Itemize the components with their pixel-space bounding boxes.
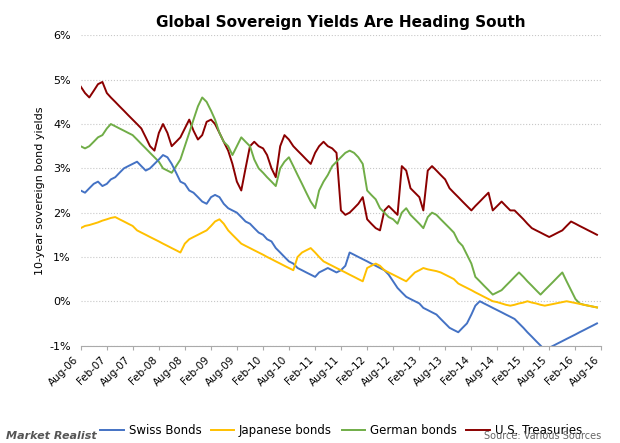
Line: Japanese bonds: Japanese bonds <box>81 217 597 307</box>
Text: Source: Various Sources: Source: Various Sources <box>484 431 601 441</box>
Y-axis label: 10-year sovereign bond yields: 10-year sovereign bond yields <box>35 106 45 275</box>
Line: Swiss Bonds: Swiss Bonds <box>81 155 597 350</box>
Title: Global Sovereign Yields Are Heading South: Global Sovereign Yields Are Heading Sout… <box>156 15 526 30</box>
Text: Market Realist: Market Realist <box>6 431 97 441</box>
Line: U.S. Treasuries: U.S. Treasuries <box>81 82 597 237</box>
Legend: Swiss Bonds, Japanese bonds, German bonds, U.S. Treasuries: Swiss Bonds, Japanese bonds, German bond… <box>95 420 587 442</box>
Line: German bonds: German bonds <box>81 97 597 307</box>
